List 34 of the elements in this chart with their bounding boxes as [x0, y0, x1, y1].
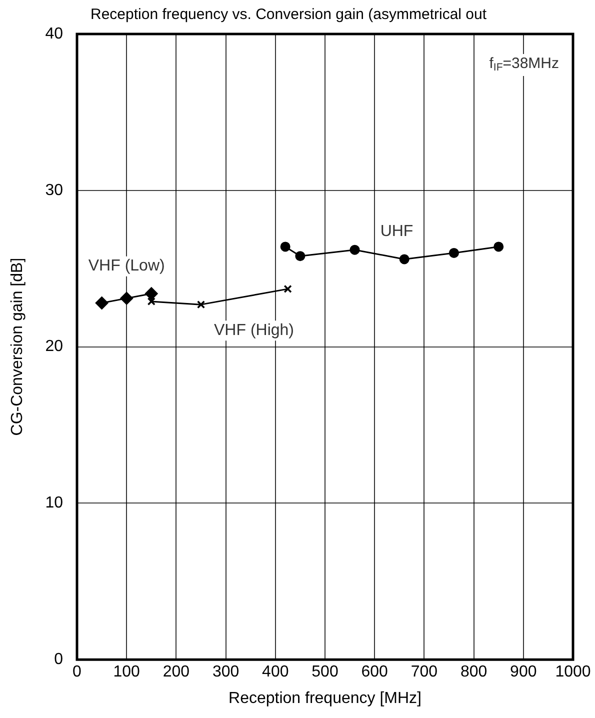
point [448, 248, 459, 258]
x-tick-label: 400 [262, 664, 289, 681]
y-tick-label: 40 [45, 25, 64, 42]
chart-title: Reception frequency vs. Conversion gain (asymmetrical out [90, 6, 488, 24]
x-tick-label: 700 [410, 664, 438, 681]
y-tick-label: 0 [54, 651, 64, 668]
x-tick-label: 900 [510, 664, 537, 681]
series-label: VHF (Low) [88, 258, 165, 275]
x-tick-label: 0 [72, 664, 82, 681]
point [147, 297, 156, 306]
y-tick-label: 10 [45, 494, 64, 512]
point [284, 284, 292, 294]
point [295, 251, 306, 262]
x-tick-label: 500 [312, 664, 338, 681]
x-tick-label: 1000 [555, 664, 591, 681]
point [350, 244, 360, 255]
point [280, 242, 290, 252]
y-tick-label: 20 [45, 338, 64, 356]
series-label: VHF (High) [214, 322, 294, 339]
y-tick-label: 30 [45, 182, 64, 199]
series-label: UHF [380, 223, 414, 240]
x-tick-label: 300 [212, 664, 240, 681]
point [196, 300, 206, 309]
y-axis-title: CG-Conversion gain [dB] [9, 258, 26, 436]
x-tick-label: 600 [361, 664, 388, 681]
point [95, 296, 108, 310]
x-tick-label: 200 [162, 664, 190, 681]
point [120, 292, 134, 305]
x-tick-label: 100 [113, 664, 140, 681]
point [399, 254, 410, 264]
point [494, 242, 504, 252]
point [144, 287, 158, 300]
x-tick-label: 800 [460, 664, 488, 681]
x-axis-title: Reception frequency [MHz] [228, 690, 422, 707]
